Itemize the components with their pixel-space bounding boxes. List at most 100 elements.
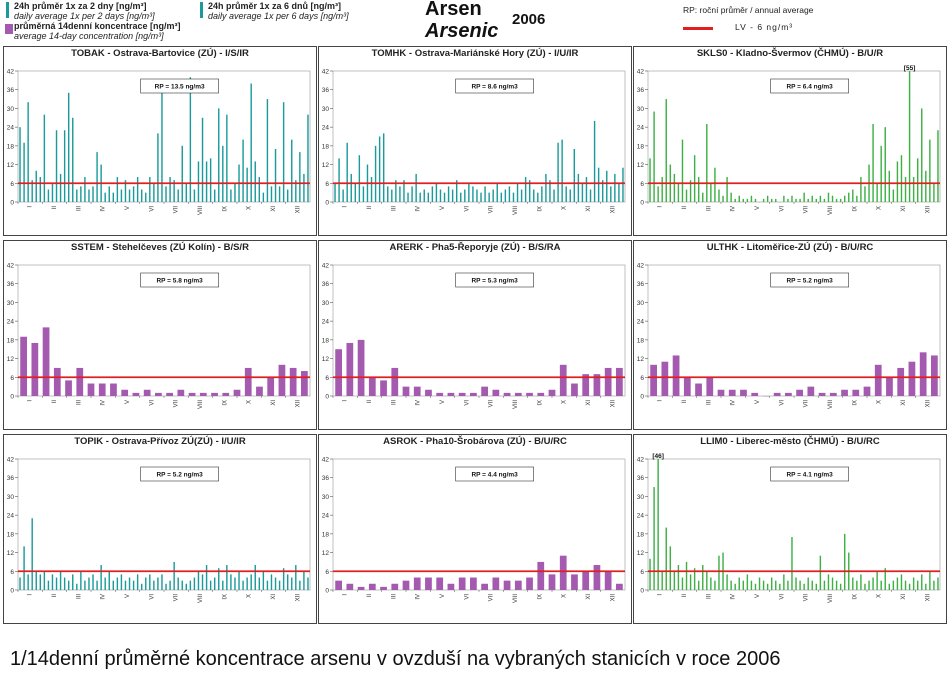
y-tick-label: 42 (322, 263, 330, 270)
bar (136, 574, 139, 590)
bar (919, 352, 927, 396)
bar (80, 571, 82, 590)
month-label: IV (101, 594, 107, 600)
bar (933, 183, 935, 202)
bar (413, 577, 421, 590)
bar (681, 577, 684, 590)
bar (55, 130, 58, 202)
bar (380, 586, 387, 590)
bar (299, 152, 301, 202)
bar (616, 583, 623, 590)
month-label: III (76, 400, 82, 405)
bar (199, 392, 207, 396)
bar (209, 158, 212, 202)
bar (807, 386, 815, 396)
bar (874, 364, 882, 396)
bar (246, 167, 248, 202)
bar (145, 192, 147, 202)
rp-box (455, 78, 534, 94)
bar (35, 571, 37, 590)
bar (823, 580, 826, 590)
month-label: I (658, 206, 664, 208)
bar (84, 580, 86, 590)
month-label: II (52, 206, 58, 210)
bar (616, 367, 623, 396)
bar (226, 565, 228, 590)
y-tick-label: 30 (7, 494, 15, 501)
bar (140, 189, 143, 202)
bar (181, 145, 183, 202)
bar (618, 183, 620, 202)
bar (604, 367, 612, 396)
month-label: IX (537, 400, 543, 406)
bar (258, 577, 261, 590)
bar (503, 392, 511, 396)
bar (92, 574, 94, 590)
bar (795, 198, 797, 202)
bar (436, 577, 444, 590)
bar (604, 571, 612, 590)
month-label: VI (779, 206, 785, 212)
month-label: III (706, 594, 712, 599)
bar (681, 139, 684, 202)
bar (436, 392, 444, 396)
bar (230, 574, 232, 590)
bar (63, 577, 66, 590)
bar (242, 139, 244, 202)
rp-label: RP = 6.4 ng/m3 (786, 84, 833, 91)
rp-box (140, 466, 219, 482)
chart-panel-skls0: SKLS0 - Kladno-Švermov (ČHMÚ) - B/U/R 0 6… (633, 46, 947, 236)
bar (773, 392, 781, 396)
bar (514, 580, 522, 590)
bar (785, 392, 792, 396)
y-tick-label: 0 (325, 200, 329, 207)
rp-box (140, 78, 219, 94)
y-tick-label: 24 (7, 125, 15, 132)
bar (370, 177, 373, 202)
bar (876, 571, 878, 590)
y-tick-label: 30 (637, 106, 645, 113)
bar (573, 148, 576, 202)
bar (766, 583, 769, 590)
month-label: VII (489, 594, 495, 602)
y-tick-label: 12 (7, 356, 15, 363)
bar (697, 580, 700, 590)
bar (548, 574, 556, 590)
panel-title: ULTHK - Litoměřice-ZÚ (ZÚ) - B/U/RC (706, 242, 874, 253)
bar (746, 574, 749, 590)
bar (43, 114, 46, 202)
bar (561, 139, 563, 202)
y-tick-label: 18 (637, 143, 645, 150)
bar (541, 186, 543, 202)
y-tick-label: 12 (637, 162, 645, 169)
rp-label: RP = 8.6 ng/m3 (471, 84, 518, 91)
bar (937, 577, 939, 590)
bar (209, 580, 212, 590)
month-label: V (125, 594, 131, 598)
title-czech: Arsen (425, 0, 482, 20)
bar (593, 120, 596, 202)
month-label: VIII (828, 400, 834, 409)
legend-teal-swatch (6, 2, 9, 18)
bar (931, 355, 938, 396)
bar (116, 177, 119, 202)
bar (435, 183, 438, 202)
bar (689, 574, 692, 590)
bar (246, 577, 248, 590)
bar (884, 568, 886, 590)
month-label: III (76, 206, 82, 211)
bar (872, 577, 874, 590)
bar (31, 180, 33, 202)
bar (197, 161, 200, 202)
bar (710, 577, 712, 590)
y-tick-label: 42 (637, 457, 645, 464)
rp-box (770, 78, 849, 94)
bar (653, 487, 655, 590)
month-label: XII (295, 400, 301, 408)
bar (649, 158, 651, 202)
bar (770, 198, 773, 202)
legend-item-daily-6: 24h průměr 1x za 6 dnů [ng/m³] daily aver… (208, 1, 349, 21)
bar (900, 155, 903, 202)
